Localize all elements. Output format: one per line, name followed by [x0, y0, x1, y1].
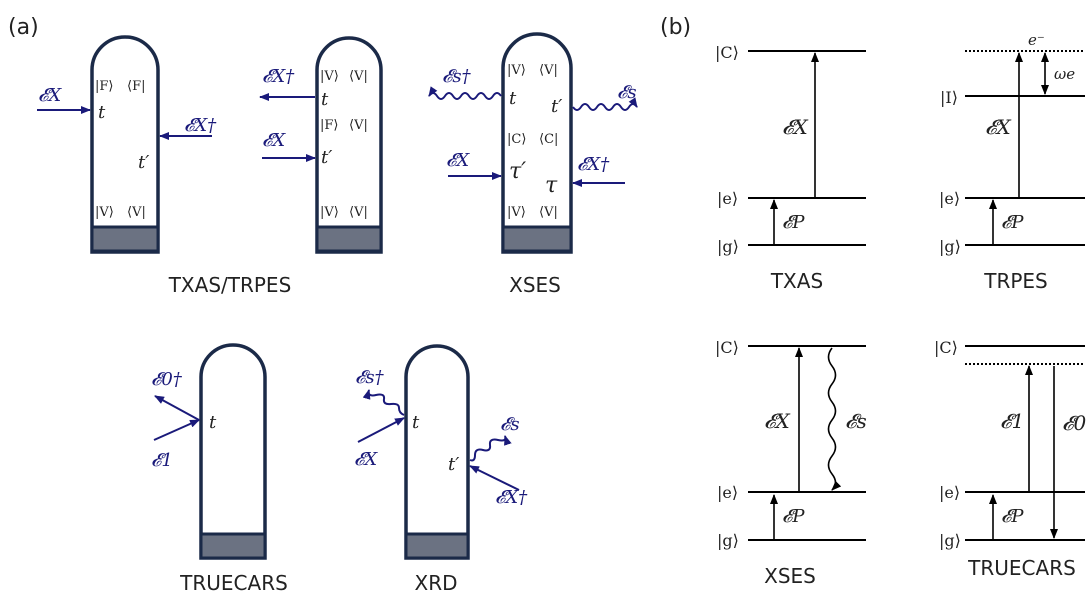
level-label: |g⟩: [939, 531, 961, 550]
field-label: 𝓔s: [500, 414, 520, 435]
loop-diagram-trpes: |V⟩ ⟨V| t |F⟩ ⟨V| t′ |V⟩ ⟨V| 𝓔X† 𝓔X: [259, 36, 383, 254]
field-label: 𝓔s: [845, 409, 867, 433]
omega-label: ωe: [1054, 65, 1075, 83]
level-diagram-truecars: |C⟩ |e⟩ |g⟩ 𝓔1 𝓔0 𝓔P TRUECARS: [934, 338, 1086, 580]
field-label: 𝓔X: [354, 449, 378, 470]
caption-truecars-b: TRUECARS: [967, 556, 1076, 580]
time-t: t: [321, 89, 329, 110]
panel-b-label: (b): [660, 15, 691, 40]
wavy-field-arrow: [572, 97, 638, 111]
field-label: 𝓔P: [782, 212, 805, 233]
time-t: t: [209, 412, 217, 433]
field-arrow: [469, 465, 520, 491]
level-label: |g⟩: [939, 237, 961, 256]
field-label: 𝓔X: [985, 115, 1011, 139]
bra-label: ⟨C|: [539, 132, 558, 147]
time-tp: t′: [551, 96, 562, 117]
ket-label: |F⟩: [95, 79, 113, 94]
level-label: |C⟩: [715, 43, 739, 62]
field-label: 𝓔X: [764, 409, 790, 433]
field-label: 𝓔0: [1062, 411, 1086, 435]
bra-label: ⟨V|: [349, 205, 368, 220]
field-arrow: [357, 417, 405, 443]
wavy-field-arrow: [469, 435, 512, 462]
level-label: |g⟩: [717, 531, 739, 550]
wavy-transition-arrow: [827, 347, 842, 491]
ket-label: |F⟩: [320, 118, 338, 133]
caption-txas: TXAS: [770, 269, 823, 293]
time-tp: t′: [321, 147, 332, 168]
field-label: 𝓔s†: [442, 66, 472, 87]
level-label: |C⟩: [715, 338, 739, 357]
field-label: 𝓔X: [782, 115, 808, 139]
ket-label: |C⟩: [507, 132, 526, 147]
ket-label: |V⟩: [507, 205, 526, 220]
bra-label: ⟨V|: [539, 63, 558, 78]
loop-diagram-txas: |F⟩ ⟨F| t t′ |V⟩ ⟨V| 𝓔X 𝓔X†: [37, 35, 217, 254]
field-label: 𝓔P: [782, 506, 805, 527]
caption-truecars: TRUECARS: [179, 571, 288, 595]
field-label: 𝓔X: [446, 150, 470, 171]
time-tp: t′: [448, 454, 459, 475]
field-label: 𝓔X: [262, 130, 286, 151]
loop-diagram-truecars: t 𝓔0† 𝓔1: [151, 343, 267, 560]
field-label: 𝓔s: [617, 82, 637, 103]
level-label: |e⟩: [939, 483, 960, 502]
wavy-field-arrow: [428, 86, 502, 100]
level-label: |g⟩: [717, 237, 739, 256]
caption-txas-trpes: TXAS/TRPES: [168, 273, 292, 297]
ket-label: |V⟩: [320, 205, 339, 220]
time-tp: t′: [138, 152, 149, 173]
time-t: t: [412, 412, 420, 433]
caption-xses: XSES: [509, 273, 561, 297]
level-label: |C⟩: [934, 338, 958, 357]
time-tau: τ: [545, 173, 558, 198]
level-diagram-trpes: e⁻ |I⟩ |e⟩ |g⟩ 𝓔X ωe 𝓔P TRPES: [939, 31, 1085, 293]
level-label: |e⟩: [717, 189, 738, 208]
bra-label: ⟨V|: [349, 69, 368, 84]
caption-xrd: XRD: [415, 571, 458, 595]
field-label: 𝓔s†: [355, 367, 385, 388]
ket-label: |V⟩: [507, 63, 526, 78]
field-label: 𝓔X†: [495, 487, 528, 508]
field-label: 𝓔X†: [262, 66, 295, 87]
wavy-field-arrow: [362, 389, 405, 416]
field-label: 𝓔P: [1001, 506, 1024, 527]
bra-label: ⟨V|: [539, 205, 558, 220]
field-label: 𝓔X: [38, 85, 62, 106]
bra-label: ⟨V|: [127, 205, 146, 220]
field-arrow: [154, 395, 200, 421]
loop-diagram-xrd: t t′ 𝓔s† 𝓔X 𝓔s 𝓔X†: [354, 344, 528, 560]
field-label: 𝓔1: [151, 450, 173, 471]
time-t: t: [98, 102, 106, 123]
field-arrow: [153, 419, 200, 441]
level-diagram-xses: |C⟩ |e⟩ |g⟩ 𝓔X 𝓔s 𝓔P XSES: [715, 338, 867, 588]
level-diagram-txas: |C⟩ |e⟩ |g⟩ 𝓔X 𝓔P TXAS: [715, 43, 866, 293]
level-label: |e⟩: [717, 483, 738, 502]
field-label: 𝓔1: [1000, 409, 1024, 433]
electron-label: e⁻: [1028, 31, 1045, 49]
ket-label: |V⟩: [320, 69, 339, 84]
panel-a-label: (a): [8, 15, 39, 40]
ket-label: |V⟩: [95, 205, 114, 220]
field-label: 𝓔X†: [577, 154, 610, 175]
level-label: |I⟩: [940, 88, 958, 107]
bra-label: ⟨V|: [349, 118, 368, 133]
bra-label: ⟨F|: [127, 79, 145, 94]
level-label: |e⟩: [939, 189, 960, 208]
field-label: 𝓔0†: [151, 369, 183, 390]
loop-diagram-xses: |V⟩ ⟨V| t t′ |C⟩ ⟨C| τ′ τ |V⟩ ⟨V| 𝓔s† 𝓔s…: [428, 32, 638, 254]
caption-xses-b: XSES: [764, 564, 816, 588]
field-label: 𝓔P: [1001, 212, 1024, 233]
time-taup: τ′: [509, 159, 526, 184]
field-label: 𝓔X†: [184, 115, 217, 136]
caption-trpes: TRPES: [983, 269, 1048, 293]
time-t: t: [509, 88, 517, 109]
